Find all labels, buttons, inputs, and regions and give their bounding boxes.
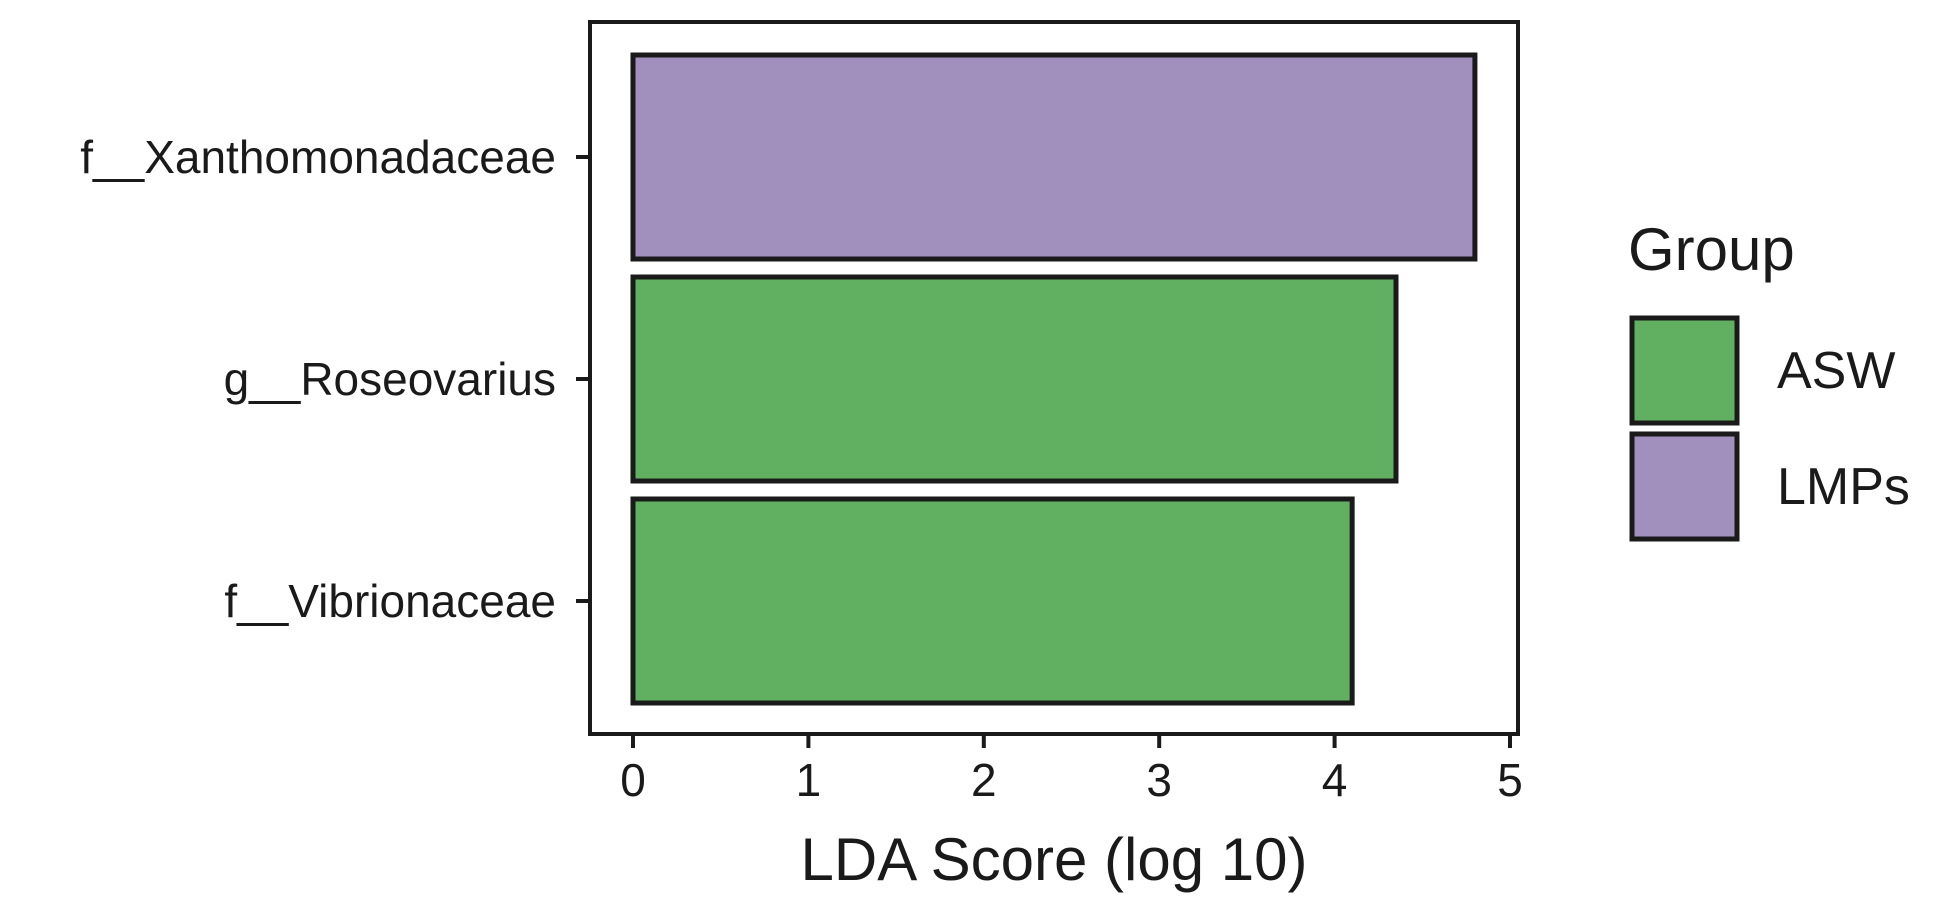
- legend-item: ASW: [1629, 315, 1895, 426]
- legend-label: ASW: [1777, 342, 1895, 400]
- y-axis: f__Xanthomonadaceae g__Roseovarius f__Vibr…: [80, 131, 590, 627]
- legend-item: LMPs: [1629, 431, 1910, 542]
- x-axis-title: LDA Score (log 10): [801, 826, 1308, 893]
- x-tick-label: 1: [796, 754, 822, 806]
- x-tick-label: 4: [1322, 754, 1348, 806]
- legend: Group ASW LMPs: [1628, 216, 1910, 542]
- x-tick-label: 3: [1146, 754, 1172, 806]
- legend-label: LMPs: [1777, 458, 1910, 516]
- bar: [630, 496, 1355, 706]
- x-tick-label: 0: [620, 754, 646, 806]
- bar: [630, 274, 1399, 484]
- bar: [630, 52, 1478, 262]
- legend-swatch: [1629, 431, 1740, 542]
- legend-entries: ASW LMPs: [1629, 315, 1910, 542]
- y-tick-label: g__Roseovarius: [224, 353, 556, 405]
- legend-title: Group: [1628, 216, 1795, 283]
- bars-layer: [630, 52, 1478, 706]
- legend-swatch: [1629, 315, 1740, 426]
- x-tick-label: 2: [971, 754, 997, 806]
- y-tick-label: f__Xanthomonadaceae: [80, 131, 556, 183]
- y-tick-label: f__Vibrionaceae: [224, 575, 556, 627]
- x-tick-label: 5: [1497, 754, 1523, 806]
- x-axis: 0 1 2 3 4 5: [620, 734, 1523, 806]
